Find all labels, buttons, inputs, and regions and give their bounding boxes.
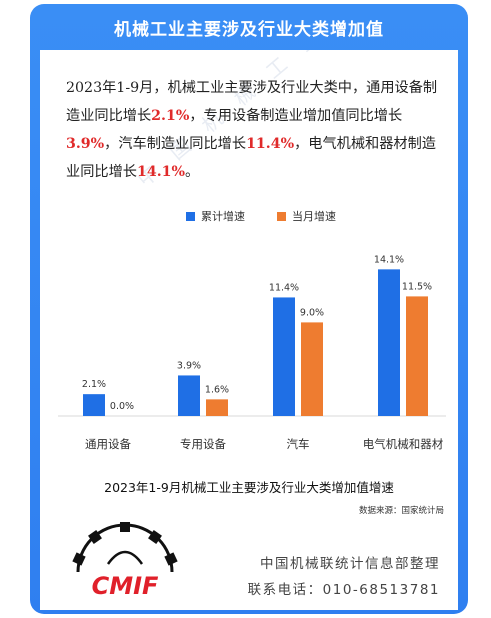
category-label-2: 汽车 [287, 437, 310, 451]
data-label-monthly-3: 11.5% [402, 281, 432, 292]
value-special-equipment: 3.9% [66, 136, 105, 152]
infographic-frame: 机械工业主要涉及行业大类增加值 中国机械工业联合会 2023年1-9月，机械工业… [30, 4, 468, 614]
infographic-title: 机械工业主要涉及行业大类增加值 [114, 19, 384, 40]
summary-text-2: ，专用设备制造业增加值同比增长 [189, 108, 403, 124]
bar-monthly-2 [301, 322, 323, 416]
legend-swatch-monthly [277, 211, 286, 221]
data-label-monthly-1: 1.6% [205, 384, 229, 395]
bar-monthly-3 [406, 296, 428, 416]
summary-text-3: ，汽车制造业同比增长 [104, 136, 247, 152]
bar-cumulative-2 [273, 297, 295, 416]
gear-icon [72, 522, 178, 573]
legend-label-monthly: 当月增速 [292, 210, 336, 223]
value-automobile: 11.4% [246, 136, 295, 152]
footer-organization: 中国机械联统计信息部整理 [260, 556, 440, 572]
footer-phone: 联系电话：010-68513781 [247, 582, 440, 598]
content-card: 中国机械工业联合会 2023年1-9月，机械工业主要涉及行业大类中，通用设备制造… [40, 50, 458, 610]
data-label-monthly-0: 0.0% [110, 401, 134, 412]
category-label-1: 专用设备 [180, 437, 226, 451]
data-label-monthly-2: 9.0% [300, 307, 324, 318]
legend-label-cumulative: 累计增速 [201, 210, 245, 223]
cmif-logo: CMIF [72, 522, 178, 600]
legend-item-cumulative: 累计增速 [186, 208, 245, 224]
chart-legend: 累计增速 当月增速 [186, 208, 336, 224]
bar-cumulative-0 [83, 394, 105, 416]
value-general-equipment: 2.1% [151, 108, 190, 124]
summary-text-5: 。 [185, 164, 200, 180]
summary-text-1: 2023年1-9月，机械工业主要涉及行业大类中，通用设备制造业同比增长 [66, 80, 438, 124]
data-label-cumulative-0: 2.1% [82, 379, 106, 390]
data-label-cumulative-1: 3.9% [177, 360, 201, 371]
summary-paragraph: 2023年1-9月，机械工业主要涉及行业大类中，通用设备制造业同比增长2.1%，… [66, 74, 438, 186]
bar-chart: 2.1% 0.0% 通用设备 3.9% 1.6% 专用设备 11.4% 9.0% 汽车 14.1%… [58, 254, 446, 451]
data-label-cumulative-2: 11.4% [269, 282, 299, 293]
bar-cumulative-1 [178, 375, 200, 416]
legend-item-monthly: 当月增速 [277, 208, 336, 224]
logo-text: CMIF [92, 572, 159, 600]
bar-cumulative-3 [378, 269, 400, 416]
category-label-3: 电气机械和器材 [363, 437, 444, 451]
bar-monthly-1 [206, 399, 228, 416]
category-label-0: 通用设备 [85, 437, 131, 451]
value-electrical-machinery: 14.1% [136, 164, 185, 180]
chart-title: 2023年1-9月机械工业主要涉及行业大类增加值增速 [104, 480, 394, 495]
summary-text-4: ，电气机械和器材制造业同比增长 [66, 136, 436, 180]
data-label-cumulative-3: 14.1% [374, 254, 404, 265]
legend-swatch-cumulative [186, 211, 195, 221]
data-source: 数据来源：国家统计局 [358, 506, 444, 516]
